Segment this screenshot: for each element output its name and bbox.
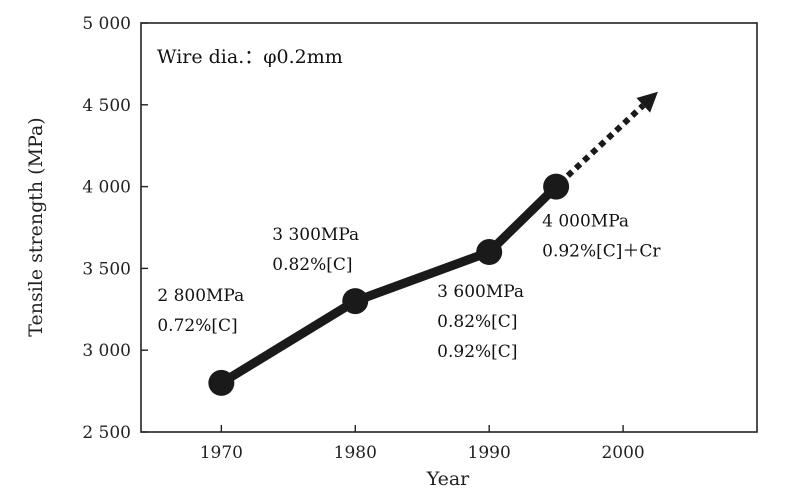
annotation-text: 3 600MPa	[437, 282, 524, 302]
y-tick-label: 5 000	[82, 14, 131, 34]
y-tick-label: 4 000	[82, 178, 131, 198]
annotation-text: 3 300MPa	[272, 225, 359, 245]
annotation-text: 0.92%[C]	[437, 342, 517, 362]
trend-arrow-line	[565, 103, 646, 178]
wire-diameter-note: Wire dia.：φ0.2mm	[157, 46, 343, 68]
y-tick-label: 2 500	[82, 423, 131, 443]
annotation-text: 0.82%[C]	[437, 312, 517, 332]
series-line	[216, 182, 561, 388]
y-axis-ticks: 2 500 3 000 3 500 4 000 4 500 5 000	[82, 14, 148, 443]
x-tick-label: 1980	[334, 443, 377, 463]
annotation-text: 0.92%[C]＋Cr	[542, 242, 661, 262]
y-tick-label: 3 500	[82, 259, 131, 279]
x-tick-label: 1990	[468, 443, 511, 463]
x-tick-label: 1970	[200, 443, 243, 463]
series-layer	[208, 91, 658, 396]
y-tick-label: 4 500	[82, 96, 131, 116]
annotation-text: 0.72%[C]	[157, 316, 237, 336]
data-point	[208, 369, 235, 396]
annotation-text: 4 000MPa	[542, 212, 629, 232]
data-point	[342, 288, 369, 315]
y-axis-title: Tensile strength (MPa)	[25, 117, 47, 336]
annotation-text: 0.82%[C]	[272, 255, 352, 275]
x-axis-ticks: 1970 1980 1990 2000	[200, 425, 645, 463]
data-point	[543, 173, 570, 200]
x-axis-title: Year	[426, 468, 470, 490]
trend-arrow-head	[636, 91, 658, 113]
y-tick-label: 3 000	[82, 341, 131, 361]
annotation-text: 2 800MPa	[157, 286, 244, 306]
plot-frame	[140, 22, 758, 433]
x-tick-label: 2000	[601, 443, 644, 463]
annotation-layer: 2 800MPa 0.72%[C] 3 300MPa 0.82%[C] 3 600MPa…	[157, 212, 661, 362]
data-point	[476, 239, 503, 266]
